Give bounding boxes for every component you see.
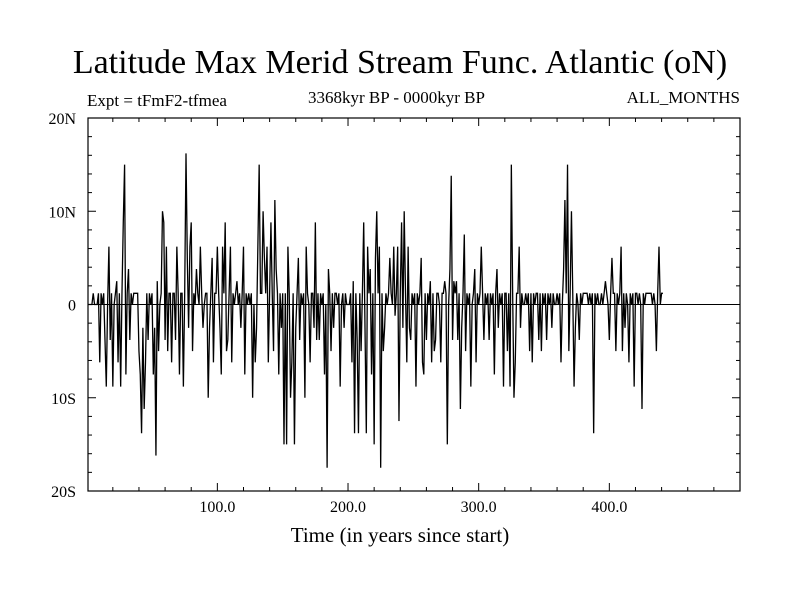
months-label: ALL_MONTHS: [626, 88, 740, 107]
time-range-label: 3368kyr BP - 0000kyr BP: [308, 88, 485, 107]
chart-title: Latitude Max Merid Stream Func. Atlantic…: [72, 44, 728, 81]
y-tick-label: 10N: [48, 204, 76, 221]
x-tick-label: 200.0: [330, 499, 366, 516]
y-tick-label: 20N: [48, 111, 76, 128]
series-line: [88, 153, 663, 468]
y-tick-label: 10S: [51, 391, 76, 408]
x-tick-label: 100.0: [199, 499, 235, 516]
x-tick-label: 400.0: [591, 499, 627, 516]
x-axis-label: Time (in years since start): [290, 523, 510, 547]
y-tick-label: 20S: [51, 484, 76, 501]
y-tick-label: 0: [68, 298, 76, 315]
experiment-label: Expt = tFmF2-tfmea: [87, 91, 227, 110]
x-tick-label: 300.0: [461, 499, 497, 516]
